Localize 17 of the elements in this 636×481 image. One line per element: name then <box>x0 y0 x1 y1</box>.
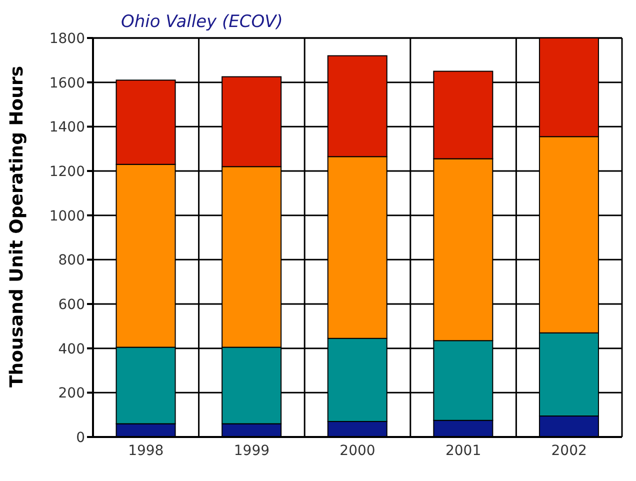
x-tick-label: 1998 <box>128 442 164 459</box>
y-tick-label: 800 <box>58 252 85 269</box>
y-tick-label: 1200 <box>49 164 85 180</box>
y-tick-label: 1400 <box>49 120 85 136</box>
y-tick-label: 400 <box>58 341 85 358</box>
y-axis-title: Thousand Unit Operating Hours <box>6 66 28 388</box>
y-tick-label: 200 <box>58 386 85 402</box>
x-tick-label: 1999 <box>234 442 270 459</box>
chart-title: Ohio Valley (ECOV) <box>121 12 283 32</box>
x-tick-label: 2002 <box>551 442 587 459</box>
y-tick-label: 1000 <box>49 208 85 224</box>
y-tick-label: 0 <box>76 430 85 446</box>
y-tick-label: 1600 <box>49 75 85 92</box>
y-tick-label: 1800 <box>49 30 85 47</box>
x-tick-label: 2000 <box>340 442 376 459</box>
y-tick-label: 600 <box>58 296 85 313</box>
x-tick-label: 2001 <box>445 442 482 459</box>
